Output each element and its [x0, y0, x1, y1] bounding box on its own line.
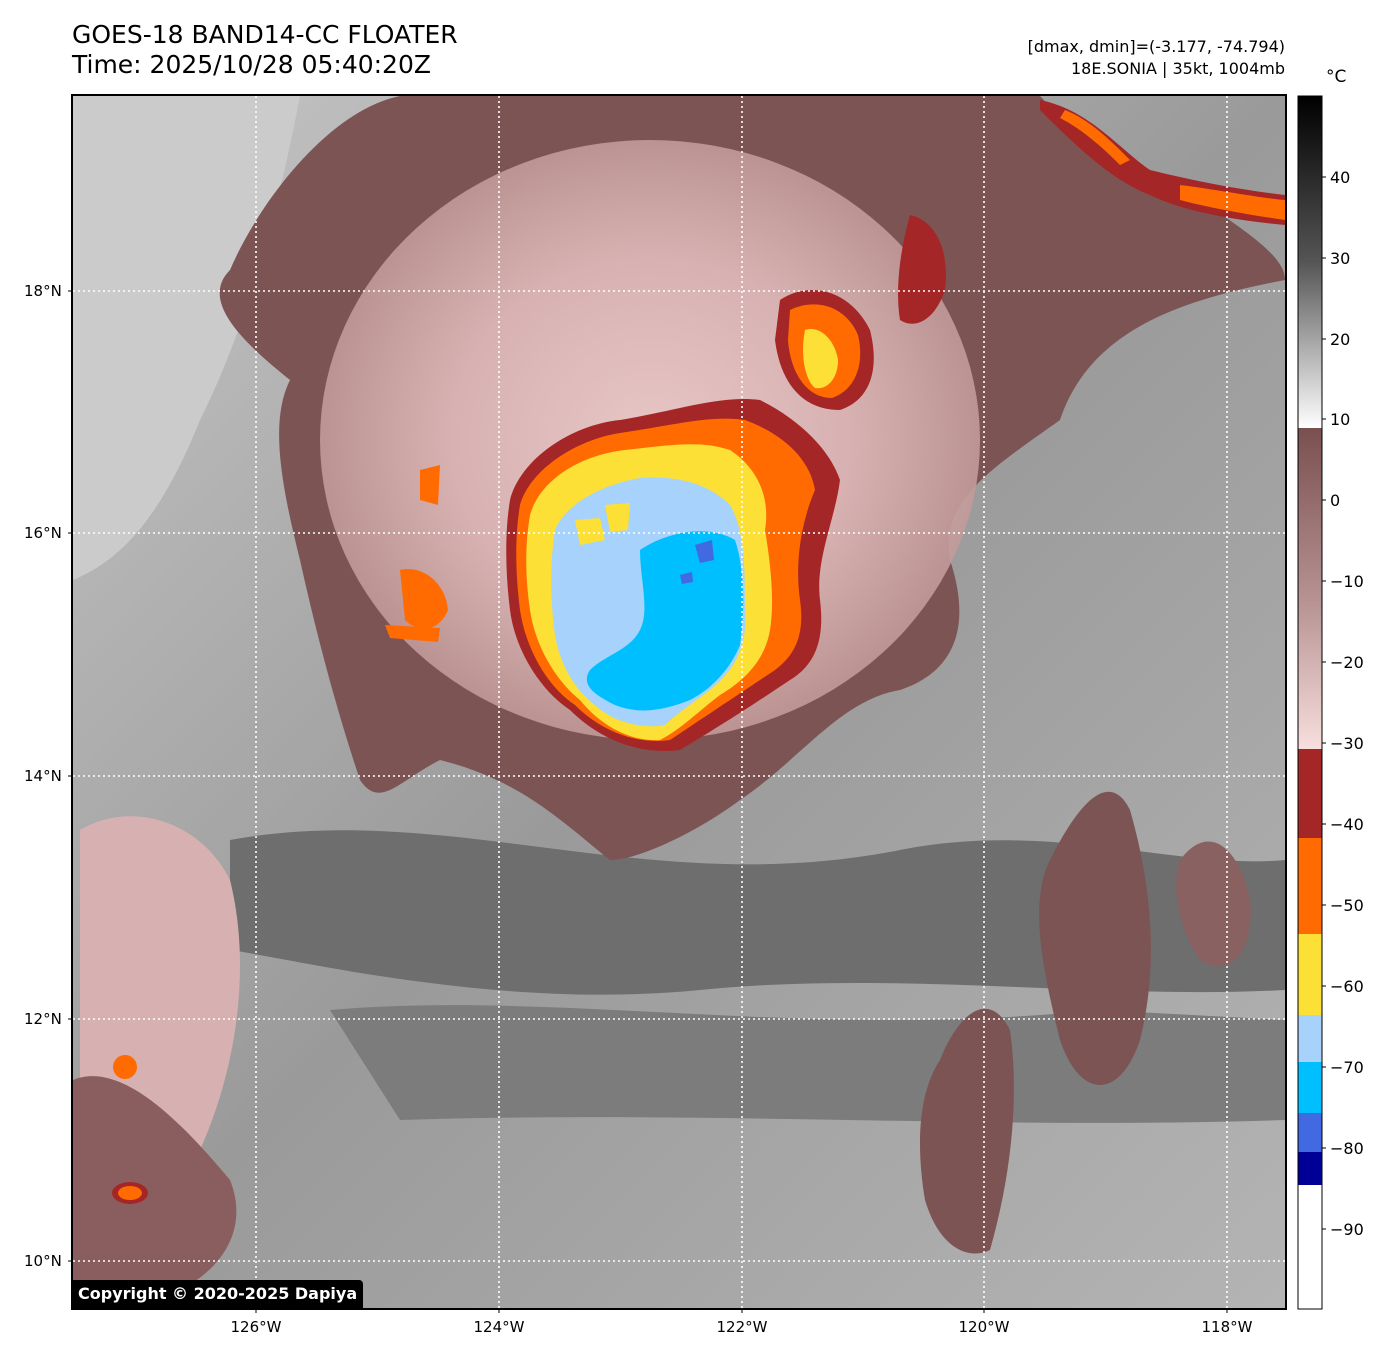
- convective-streak-northeast: [1060, 110, 1130, 165]
- colorbar-segment-navy: [1298, 1152, 1322, 1185]
- colorbar-tick-label: −20: [1330, 653, 1364, 672]
- chart-title: GOES-18 BAND14-CC FLOATER: [72, 20, 458, 49]
- storm-coldest-pixels: [680, 572, 693, 584]
- convection-west-streak: [400, 569, 448, 629]
- lat-label-14n: 14°N: [24, 767, 62, 785]
- copyright-badge: Copyright © 2020-2025 Dapiya: [72, 1280, 364, 1308]
- colorbar-segment-red: [1298, 749, 1322, 838]
- lon-label-124w: 124°W: [473, 1318, 525, 1336]
- colorbar-tick-label: 0: [1330, 491, 1341, 510]
- convection-cell-southwest-core: [118, 1186, 142, 1200]
- storm-info: 18E.SONIA | 35kt, 1004mb: [1070, 59, 1285, 78]
- map-grid: [73, 96, 1285, 1308]
- colorbar-segment-white: [1298, 1185, 1322, 1309]
- cirrus-patch-east: [1176, 841, 1251, 967]
- colorbar-tick-label: −30: [1330, 734, 1364, 753]
- axis-ticks: [68, 290, 1228, 1313]
- colorbar-segment-lightblue: [1298, 1015, 1322, 1062]
- lat-label-18n: 18°N: [24, 282, 62, 300]
- colorbar-tick-label: −50: [1330, 896, 1364, 915]
- colorbar-tick-label: −40: [1330, 815, 1364, 834]
- cirrus-streak-east: [1039, 791, 1151, 1085]
- map-frame: [71, 94, 1287, 1310]
- lat-label-12n: 12°N: [24, 1010, 62, 1028]
- colorbar-segment-royalblue: [1298, 1113, 1322, 1152]
- lon-label-118w: 118°W: [1201, 1318, 1253, 1336]
- convection-north-streak: [898, 215, 946, 324]
- convection-west-streak: [385, 625, 440, 642]
- lat-label-10n: 10°N: [24, 1252, 62, 1270]
- colorbar-tick-label: 10: [1330, 410, 1351, 429]
- colorbar-frame: [1297, 95, 1323, 1310]
- colorbar: [1297, 95, 1326, 1310]
- storm-core-cold: [586, 531, 744, 711]
- dark-cloud-band: [230, 830, 1285, 995]
- cirrus-streak-southeast: [920, 1008, 1014, 1254]
- colorbar-tick-label: −80: [1330, 1139, 1364, 1158]
- colorbar-segment-yellow: [1298, 934, 1322, 1015]
- lat-label-16n: 16°N: [24, 524, 62, 542]
- timestamp: Time: 2025/10/28 05:40:20Z: [72, 50, 431, 79]
- colorbar-segment-brown: [1298, 428, 1322, 749]
- colorbar-tick-label: 30: [1330, 249, 1351, 268]
- storm-inner-warm-spot: [575, 518, 605, 545]
- storm-coldest-pixels: [695, 540, 714, 563]
- convection-north-cell-top: [803, 329, 838, 389]
- convection-west-streak: [420, 465, 440, 505]
- colorbar-segment-gray: [1298, 96, 1322, 428]
- storm-inner-warm-spot: [605, 503, 630, 532]
- colorbar-segment-orange: [1298, 838, 1322, 934]
- convection-cell-southwest: [113, 1055, 137, 1079]
- colorbar-unit: °C: [1326, 67, 1347, 87]
- colorbar-segment-cyan: [1298, 1062, 1322, 1113]
- colorbar-tick-label: −70: [1330, 1058, 1364, 1077]
- convection-southwest-core: [73, 1076, 237, 1300]
- colorbar-tick-label: −90: [1330, 1220, 1364, 1239]
- lon-label-120w: 120°W: [958, 1318, 1010, 1336]
- clear-sky-region: [73, 96, 300, 580]
- colorbar-tick-label: 20: [1330, 330, 1351, 349]
- dark-cloud-band: [330, 1005, 1285, 1123]
- lon-label-126w: 126°W: [230, 1318, 282, 1336]
- colorbar-tick-label: −60: [1330, 977, 1364, 996]
- convective-band-northeast-core: [1180, 185, 1285, 220]
- lon-label-122w: 122°W: [716, 1318, 768, 1336]
- colorbar-tick-label: −10: [1330, 572, 1364, 591]
- data-range: [dmax, dmin]=(-3.177, -74.794): [1027, 37, 1285, 56]
- colorbar-tick-label: 40: [1330, 168, 1351, 187]
